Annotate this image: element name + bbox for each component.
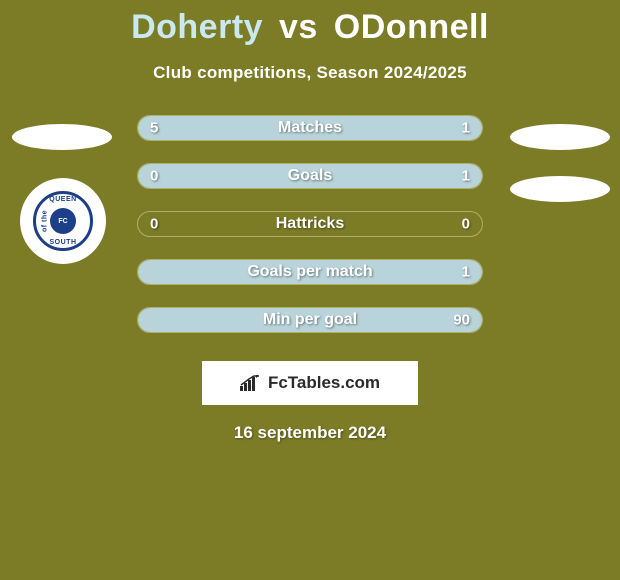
stat-fill-left — [138, 308, 276, 332]
stat-row: 01Goals — [137, 163, 483, 189]
stat-value-right: 1 — [462, 120, 470, 137]
stat-value-right: 1 — [462, 264, 470, 281]
player1-photo-placeholder — [12, 124, 112, 150]
brand-box: FcTables.com — [202, 361, 418, 405]
stat-value-right: 0 — [462, 216, 470, 233]
stat-row: 1Goals per match — [137, 259, 483, 285]
stat-row: 90Min per goal — [137, 307, 483, 333]
stat-row: 0 0Hattricks — [137, 211, 483, 237]
player2-photo-placeholder — [510, 124, 610, 150]
club-text-bottom: SOUTH — [50, 239, 77, 246]
date-text: 16 september 2024 — [0, 423, 620, 443]
stat-fill-left — [138, 164, 200, 188]
stat-fill-right — [241, 260, 482, 284]
subtitle: Club competitions, Season 2024/2025 — [0, 63, 620, 83]
stat-value-right: 1 — [462, 168, 470, 185]
club-center: FC — [50, 208, 76, 234]
stat-value-right: 90 — [453, 312, 470, 329]
club-text-left: of the — [42, 210, 49, 232]
stat-fill-right — [276, 308, 482, 332]
comparison-title: Doherty vs ODonnell — [0, 0, 620, 47]
stat-value-left: 0 — [150, 216, 158, 233]
stat-value-left: 5 — [150, 120, 158, 137]
club-badge-ring: QUEEN of the SOUTH FC — [33, 191, 93, 251]
vs-text: vs — [279, 8, 318, 46]
club-text-top: QUEEN — [49, 196, 76, 203]
stat-value-left: 0 — [150, 168, 158, 185]
stat-label: Hattricks — [138, 215, 482, 233]
stat-fill-right — [406, 116, 482, 140]
player1-club-badge: QUEEN of the SOUTH FC — [20, 178, 106, 264]
player2-club-placeholder — [510, 176, 610, 202]
stat-row: 51Matches — [137, 115, 483, 141]
player1-name: Doherty — [131, 8, 263, 46]
brand-text: FcTables.com — [268, 373, 380, 393]
fctables-icon — [240, 375, 262, 391]
stat-fill-left — [138, 116, 406, 140]
stat-fill-left — [138, 260, 241, 284]
player2-name: ODonnell — [334, 8, 489, 46]
stat-fill-right — [200, 164, 482, 188]
